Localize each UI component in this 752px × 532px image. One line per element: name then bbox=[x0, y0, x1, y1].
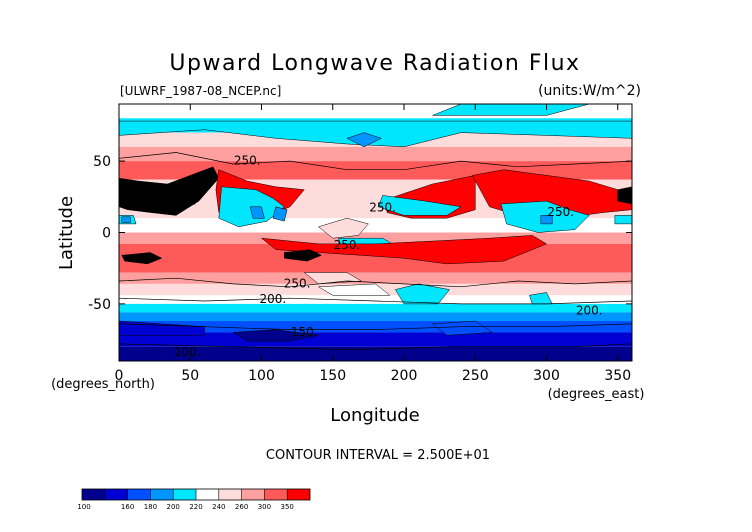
contour-label: 250. bbox=[369, 201, 396, 215]
y-tick-label: 50 bbox=[93, 154, 111, 170]
colorbar-swatch bbox=[241, 489, 265, 500]
colorbar-swatch bbox=[173, 489, 196, 500]
contour-line bbox=[119, 297, 632, 305]
colorbar-tick-label: 240 bbox=[212, 503, 225, 511]
colorbar-tick-label: 100 bbox=[77, 503, 90, 511]
colorbar-swatch bbox=[287, 489, 310, 500]
colorbar-swatch bbox=[196, 489, 219, 500]
contour-label: 200. bbox=[260, 292, 287, 306]
heat-region bbox=[119, 166, 220, 216]
colorbar-tick-label: 350 bbox=[281, 503, 294, 511]
contour-label: 250. bbox=[284, 276, 311, 290]
colorbar-swatch bbox=[150, 489, 174, 500]
y-tick-label: 0 bbox=[102, 226, 111, 242]
colorbar-tick-label: 200 bbox=[167, 503, 180, 511]
contour-line bbox=[119, 343, 632, 350]
x-tick-label: 250 bbox=[462, 368, 489, 384]
heat-region bbox=[317, 283, 391, 296]
contour-line bbox=[119, 323, 632, 330]
colorbar: 100 160 180 200 220 240 260 300 350 bbox=[77, 488, 311, 511]
heatmap-field bbox=[119, 104, 632, 361]
heat-region bbox=[431, 320, 494, 336]
colorbar-tick-label: 160 bbox=[121, 503, 134, 511]
colorbar-tick-label: 260 bbox=[235, 503, 248, 511]
heat-region bbox=[249, 206, 265, 219]
y-axis-label: Latitude bbox=[56, 196, 77, 270]
colorbar-tick-label: 300 bbox=[258, 503, 271, 511]
x-tick-label: 0 bbox=[115, 368, 124, 384]
heat-band bbox=[119, 272, 632, 284]
colorbar-swatch bbox=[104, 489, 128, 500]
colorbar-tick-label: 180 bbox=[144, 503, 157, 511]
heat-band bbox=[119, 346, 632, 361]
x-tick-label: 200 bbox=[391, 368, 418, 384]
heat-region bbox=[377, 195, 462, 216]
heat-band bbox=[119, 312, 632, 322]
heat-region bbox=[395, 283, 451, 305]
x-axis-label: Longitude bbox=[330, 405, 420, 426]
contour-interval-text: CONTOUR INTERVAL = 2.500E+01 bbox=[266, 448, 490, 463]
heat-region bbox=[284, 249, 323, 262]
y-tick-label: -50 bbox=[88, 297, 111, 313]
heat-band bbox=[119, 295, 632, 304]
x-tick-label: 150 bbox=[319, 368, 346, 384]
heat-region bbox=[272, 206, 288, 222]
dataset-label: [ULWRF_1987-08_NCEP.nc] bbox=[120, 84, 281, 98]
heat-band bbox=[119, 303, 632, 313]
colorbar-swatch bbox=[218, 489, 242, 500]
x-tick-label: 100 bbox=[248, 368, 275, 384]
heat-region bbox=[121, 216, 131, 223]
units-label: (units:W/m^2) bbox=[538, 83, 641, 99]
colorbar-tick-label: 220 bbox=[189, 503, 202, 511]
colorbar-swatch bbox=[264, 489, 288, 500]
heat-region bbox=[432, 104, 590, 116]
contour-line bbox=[119, 277, 632, 288]
y-unit-label: (degrees_north) bbox=[51, 377, 155, 392]
heat-region bbox=[119, 120, 632, 148]
x-tick-label: 350 bbox=[604, 368, 631, 384]
contour-label: 100. bbox=[174, 345, 201, 359]
heat-region bbox=[540, 215, 553, 225]
heat-region bbox=[617, 186, 632, 205]
contour-label: 250. bbox=[547, 205, 574, 219]
contour-label: 250. bbox=[234, 154, 261, 168]
heat-band bbox=[119, 321, 632, 333]
colorbar-swatch bbox=[82, 489, 105, 500]
contour-label: 300. bbox=[170, 194, 197, 208]
heat-region bbox=[346, 132, 382, 148]
heat-region bbox=[232, 329, 319, 342]
colorbar-swatch bbox=[127, 489, 151, 500]
heat-region bbox=[614, 215, 632, 225]
contour-label: 250. bbox=[334, 238, 361, 252]
x-unit-label: (degrees_east) bbox=[548, 387, 645, 402]
heat-region bbox=[260, 235, 548, 265]
chart-title: Upward Longwave Radiation Flux bbox=[169, 51, 580, 76]
heat-band bbox=[119, 146, 632, 162]
heat-region bbox=[121, 252, 163, 265]
contour-label: 200. bbox=[576, 304, 603, 318]
contour-label: 150. bbox=[291, 325, 318, 339]
x-tick-label: 300 bbox=[533, 368, 560, 384]
heat-region bbox=[317, 217, 369, 239]
contour-line bbox=[119, 152, 632, 171]
x-tick-label: 50 bbox=[181, 368, 199, 384]
